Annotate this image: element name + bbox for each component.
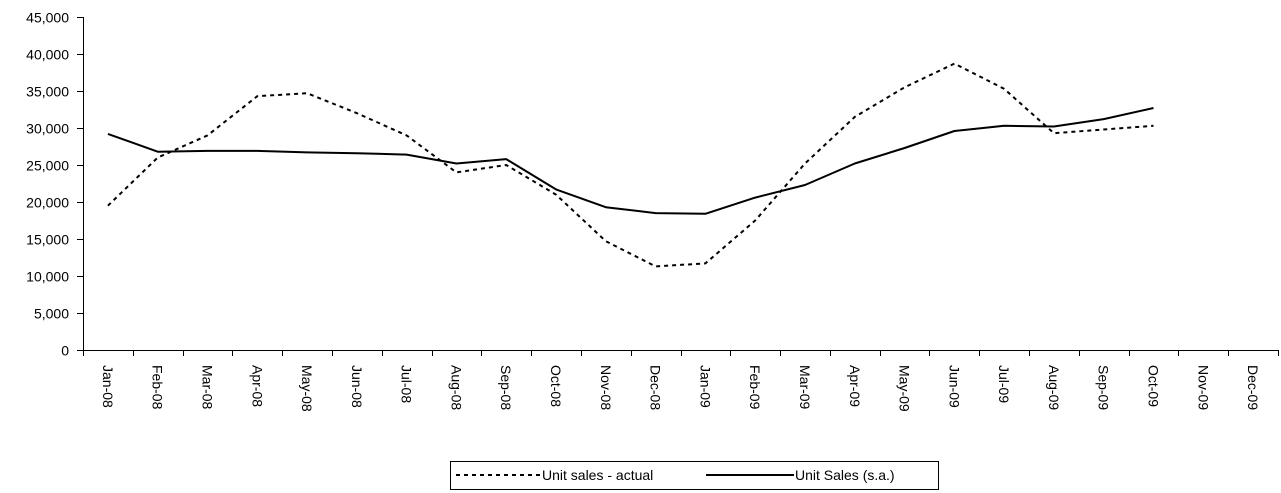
x-tick-label: Jan-09: [697, 365, 713, 408]
y-tick-label: 25,000: [26, 158, 69, 174]
x-tick-label: May-09: [897, 365, 913, 412]
x-axis: Jan-08 Feb-08 Mar-08 Apr-08 May-08 Jun-08 Jul-…: [83, 350, 1279, 412]
x-tick-label: Oct-08: [548, 365, 564, 407]
series-line-unit-sales-sa: [107, 107, 1154, 215]
x-tick-label: Sep-09: [1096, 365, 1112, 410]
x-tick-label: Jun-08: [349, 365, 365, 408]
series-layer: [107, 62, 1154, 268]
x-tick-label: May-08: [299, 365, 315, 412]
x-tick-label: Apr-09: [847, 365, 863, 407]
y-tick-label: 5,000: [34, 306, 69, 322]
x-tick-label: Jul-09: [996, 365, 1012, 403]
x-tick-label: Sep-08: [498, 365, 514, 410]
x-tick-label: Aug-09: [1046, 365, 1062, 410]
y-tick-label: 45,000: [26, 10, 69, 26]
x-tick-label: Feb-09: [747, 365, 763, 410]
x-tick-label: Oct-09: [1146, 365, 1162, 407]
x-tick-label: Mar-08: [199, 365, 215, 410]
x-tick-label: Jun-09: [946, 365, 962, 408]
series-line-unit-sales-actual: [107, 62, 1154, 268]
x-tick-label: Aug-08: [448, 365, 464, 410]
legend-label-unit-sales-actual: Unit sales - actual: [542, 467, 653, 483]
legend-label-unit-sales-sa: Unit Sales (s.a.): [795, 467, 895, 483]
x-tick-label: Apr-08: [249, 365, 265, 407]
y-tick-label: 0: [61, 343, 69, 359]
x-tick-label: Nov-09: [1195, 365, 1211, 410]
x-tick-label: Jan-08: [100, 365, 116, 408]
y-tick-label: 10,000: [26, 269, 69, 285]
x-tick-label: Mar-09: [797, 365, 813, 410]
legend: Unit sales - actual Unit Sales (s.a.): [450, 461, 939, 490]
x-tick-label: Dec-08: [648, 365, 664, 410]
x-tick-label: Dec-09: [1245, 365, 1261, 410]
x-tick-label: Nov-08: [598, 365, 614, 410]
y-tick-label: 40,000: [26, 47, 69, 63]
y-tick-label: 15,000: [26, 232, 69, 248]
y-tick-label: 20,000: [26, 195, 69, 211]
y-tick-label: 35,000: [26, 84, 69, 100]
y-axis: 0 5,000 10,000 15,000 20,000 25,000 30,000 35,0…: [26, 10, 84, 359]
x-tick-label: Feb-08: [150, 365, 166, 410]
y-tick-label: 30,000: [26, 121, 69, 137]
x-tick-label: Jul-08: [399, 365, 415, 403]
